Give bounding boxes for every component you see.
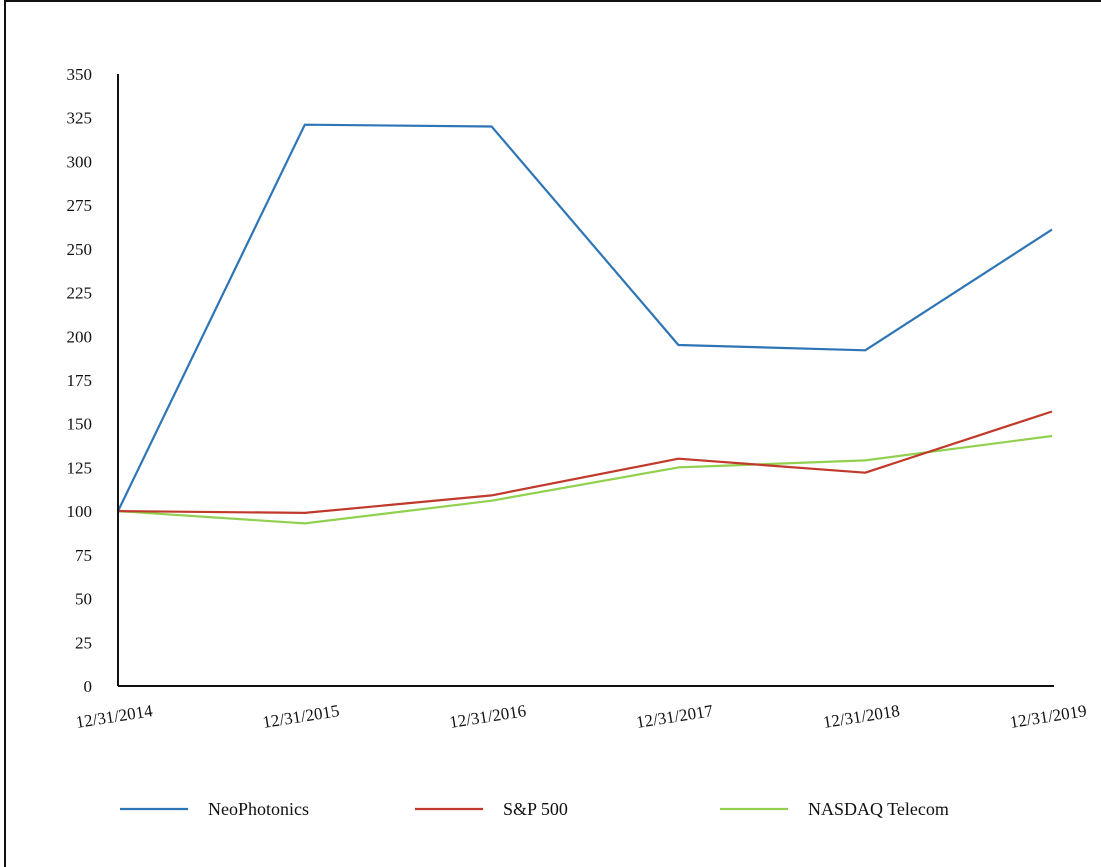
x-tick-label: 12/31/2018 <box>822 701 901 732</box>
y-tick-label: 175 <box>67 371 93 390</box>
series-line-neophotonics <box>117 123 1053 512</box>
legend-label: S&P 500 <box>503 799 568 819</box>
legend-label: NeoPhotonics <box>208 799 309 819</box>
y-tick-label: 125 <box>67 458 93 477</box>
y-axis-ticks: 0 25 50 75 100 125 150 175 200 225 250 275 300 325 350 <box>67 65 93 696</box>
series-line-s-p-500 <box>117 410 1053 515</box>
series-lines <box>117 123 1053 525</box>
y-tick-label: 275 <box>67 196 93 215</box>
legend-label: NASDAQ Telecom <box>808 799 949 819</box>
y-tick-label: 200 <box>67 327 93 346</box>
y-tick-label: 300 <box>67 152 93 171</box>
chart-frame <box>4 0 1101 867</box>
series-line-nasdaq-telecom <box>117 434 1053 525</box>
y-tick-label: 100 <box>67 502 93 521</box>
y-tick-label: 325 <box>67 109 93 128</box>
x-tick-label: 12/31/2014 <box>74 701 154 732</box>
y-tick-label: 0 <box>84 677 93 696</box>
x-tick-label: 12/31/2016 <box>448 701 527 732</box>
x-axis-ticks: 12/31/2014 12/31/2015 12/31/2016 12/31/2017… <box>74 701 1087 732</box>
y-tick-label: 350 <box>67 65 93 84</box>
y-tick-label: 250 <box>67 240 93 259</box>
y-tick-label: 25 <box>75 633 92 652</box>
x-tick-label: 12/31/2019 <box>1008 701 1087 732</box>
y-tick-label: 225 <box>67 284 93 303</box>
y-tick-label: 50 <box>75 590 92 609</box>
y-tick-label: 150 <box>67 415 93 434</box>
x-tick-label: 12/31/2017 <box>635 701 715 732</box>
y-tick-label: 75 <box>75 546 92 565</box>
legend: NeoPhotonics S&P 500 NASDAQ Telecom <box>120 799 949 819</box>
x-tick-label: 12/31/2015 <box>261 701 340 732</box>
